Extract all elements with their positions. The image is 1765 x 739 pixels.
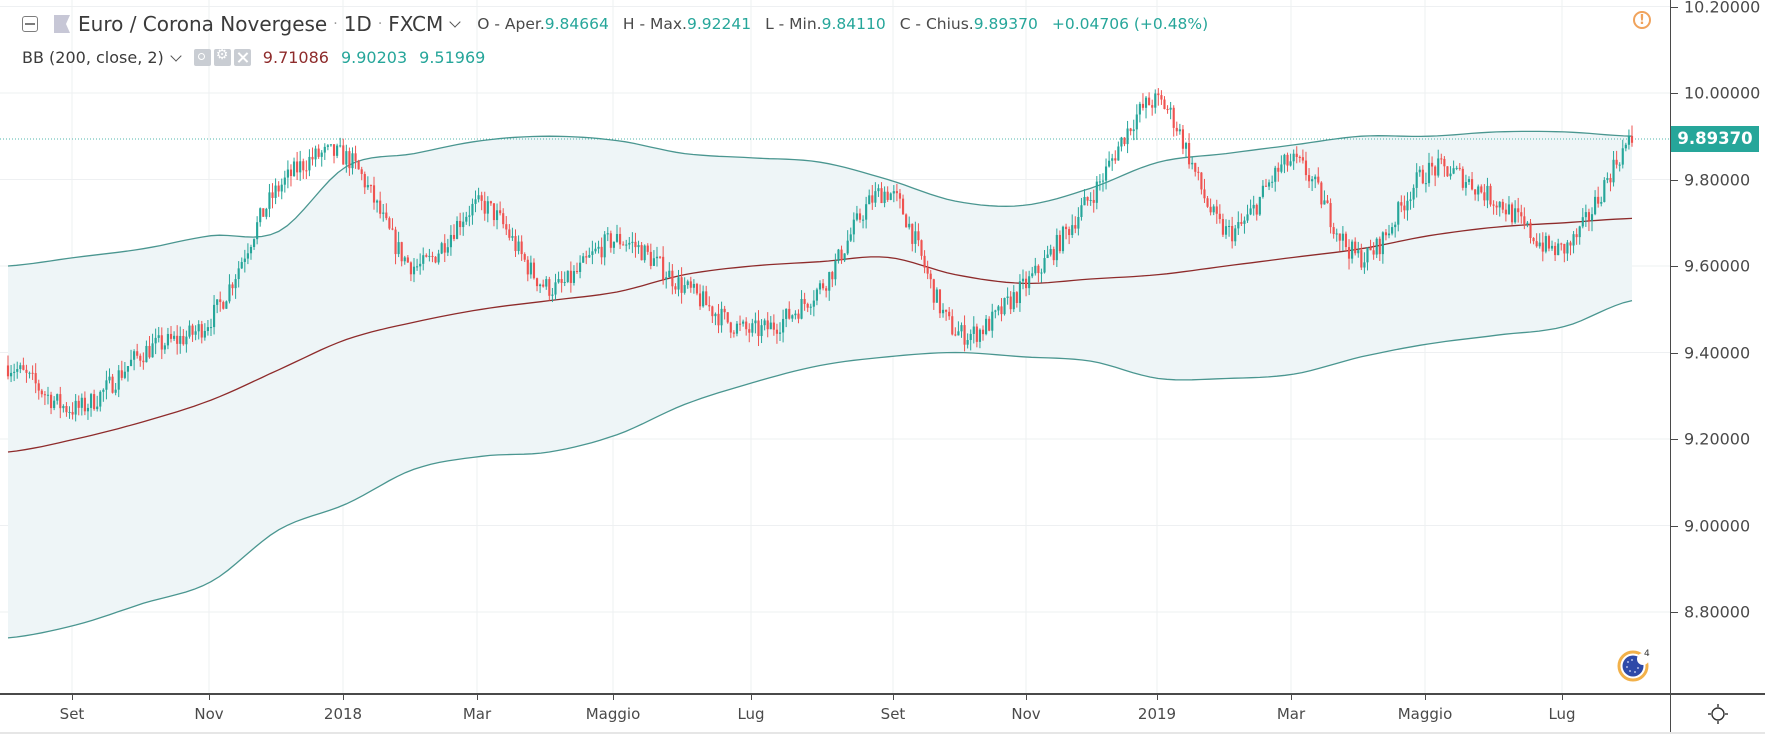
price-tick (1671, 6, 1678, 8)
time-label: Set (59, 705, 85, 723)
time-label: Maggio (1397, 705, 1453, 723)
logo-count: 4 (1644, 649, 1650, 659)
price-label: 10.20000 (1684, 0, 1761, 16)
indicator-label[interactable]: BB (200, close, 2) (22, 48, 164, 67)
price-tick (1671, 93, 1678, 94)
time-tick (343, 695, 344, 700)
price-label: 10.00000 (1684, 83, 1761, 103)
open-label: O - Aper. (477, 15, 545, 33)
price-tick (1671, 266, 1678, 267)
exchange: FXCM (388, 12, 444, 36)
time-tick (751, 695, 752, 700)
separator: · (333, 16, 338, 32)
close-value: 9.89370 (973, 15, 1038, 33)
chart-settings-corner[interactable] (1670, 693, 1765, 732)
price-tick (1671, 352, 1678, 354)
collapse-legend-button[interactable] (22, 16, 38, 32)
time-label: Nov (194, 705, 224, 723)
symbol-row: Euro / Corona Novergese · 1D · FXCM O - … (22, 12, 1208, 36)
time-tick (209, 695, 210, 700)
gear-icon[interactable] (213, 47, 231, 66)
time-tick (1157, 695, 1158, 700)
low-label: L - Min. (765, 15, 822, 33)
time-label: Mar (462, 705, 492, 723)
price-label: 9.80000 (1684, 170, 1751, 189)
price-axis[interactable]: 10.20000 10.00000 9.80000 9.60000 9.40000 9.2… (1670, 0, 1765, 693)
eye-icon[interactable] (193, 49, 211, 66)
chevron-down-icon[interactable] (449, 15, 461, 28)
time-label: 2019 (1137, 705, 1177, 723)
bottom-border (0, 732, 1765, 734)
time-tick (893, 695, 894, 700)
price-label: 9.00000 (1684, 516, 1751, 535)
price-label: 9.20000 (1684, 429, 1751, 449)
price-tick (1671, 439, 1678, 440)
high-label: H - Max. (622, 15, 687, 33)
price-chart[interactable] (0, 0, 1670, 693)
time-axis[interactable]: Set Nov 2018 Mar Maggio Lug Set Nov 2019 Mar Maggi… (0, 693, 1670, 732)
indicator-row: BB (200, close, 2) 9.71086 9.90203 9.519… (22, 47, 486, 67)
symbol-logo-icon (54, 15, 70, 33)
symbol-name[interactable]: Euro / Corona Novergese (78, 12, 328, 36)
price-label: 9.60000 (1684, 256, 1751, 276)
bb-upper-value: 9.90203 (340, 48, 408, 67)
price-label: 9.40000 (1684, 343, 1751, 362)
close-icon[interactable] (233, 49, 251, 66)
indicator-controls (193, 47, 251, 66)
price-tick (1671, 525, 1678, 527)
bb-lower-value: 9.51969 (419, 48, 486, 67)
time-label: 2018 (323, 705, 363, 723)
bb-basis-value: 9.71086 (262, 48, 329, 67)
bollinger-lower-band (7, 299, 1633, 639)
high-value: 9.92241 (686, 15, 752, 33)
bollinger-band-fill (8, 131, 1632, 638)
separator: · (377, 16, 383, 32)
bollinger-upper-band (7, 130, 1633, 267)
time-tick (1425, 695, 1426, 700)
time-label: Lug (1548, 705, 1576, 723)
chevron-down-icon[interactable] (170, 49, 182, 62)
time-label: Set (880, 705, 906, 723)
price-tick (1671, 612, 1678, 613)
price-tick (1671, 179, 1678, 181)
close-label: C - Chius. (899, 15, 974, 33)
interval: 1D (343, 12, 372, 36)
price-label: 8.80000 (1684, 602, 1751, 622)
last-price-label: 9.89370 (1671, 125, 1759, 152)
time-label: Maggio (585, 705, 641, 723)
candlesticks (6, 88, 1634, 422)
time-tick (477, 695, 478, 700)
time-label: Mar (1276, 705, 1306, 723)
time-tick (613, 695, 614, 700)
tradingview-logo-icon[interactable]: 4 (1617, 646, 1653, 682)
time-label: Lug (737, 705, 765, 723)
price-change: +0.04706 (+0.48%) (1051, 15, 1209, 33)
time-tick (1562, 695, 1563, 700)
open-value: 9.84664 (544, 15, 609, 33)
time-label: Nov (1011, 705, 1041, 723)
warning-icon[interactable]: ! (1633, 11, 1651, 29)
low-value: 9.84110 (821, 15, 886, 33)
time-tick (1291, 695, 1292, 700)
time-tick (72, 695, 73, 700)
time-tick (1026, 695, 1027, 700)
settings-sun-icon[interactable] (1707, 703, 1729, 725)
